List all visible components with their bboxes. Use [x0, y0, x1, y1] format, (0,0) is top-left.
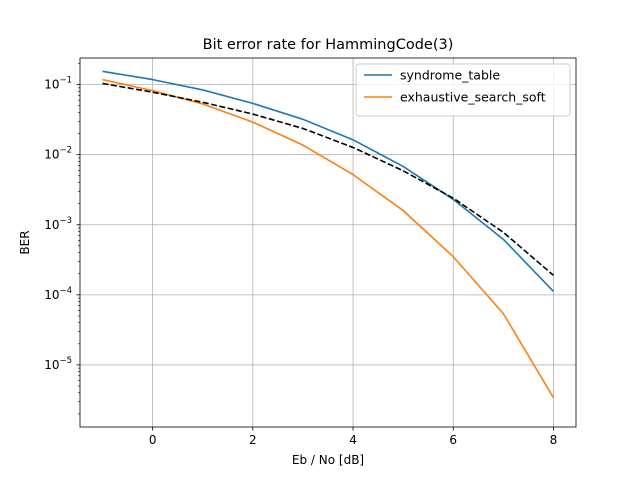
- series-line-exhaustive_search_soft: [102, 78, 555, 399]
- y-axis-title: BER: [18, 230, 32, 254]
- y-tick-label: 10−5: [44, 356, 72, 372]
- x-tick-label: 6: [449, 433, 457, 447]
- y-tick-label: 10−1: [44, 76, 72, 92]
- plot-frame: [79, 57, 577, 428]
- y-tick-label: 10−4: [44, 286, 72, 302]
- x-tick-label: 8: [550, 433, 558, 447]
- legend-label: exhaustive_search_soft: [400, 90, 546, 105]
- series-lines: [102, 70, 555, 399]
- series-line-reference-dashed: [102, 82, 554, 276]
- x-tick-label: 4: [349, 433, 357, 447]
- legend: syndrome_table exhaustive_search_soft: [355, 63, 571, 117]
- legend-box: [355, 63, 571, 117]
- y-tick-label: 10−3: [44, 216, 72, 232]
- series-line-syndrome_table: [102, 70, 555, 292]
- x-tick-label: 2: [249, 433, 257, 447]
- x-axis-title: Eb / No [dB]: [292, 453, 364, 467]
- y-tick-label: 10−2: [44, 146, 72, 162]
- ticks: 0 2 4 6 8 10−5 10−4 10−3 10−2 10−1: [44, 63, 558, 447]
- legend-label: syndrome_table: [400, 68, 500, 83]
- chart-title: Bit error rate for HammingCode(3): [203, 37, 454, 53]
- x-tick-label: 0: [149, 433, 157, 447]
